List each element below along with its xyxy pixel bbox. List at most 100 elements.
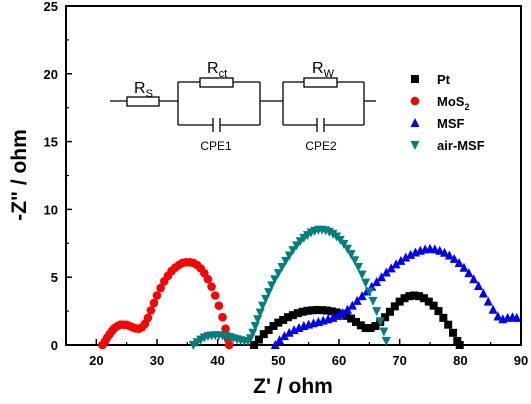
data-point (439, 313, 448, 322)
data-point (385, 307, 394, 316)
equivalent-circuit-inset (110, 77, 376, 132)
data-point (454, 257, 464, 267)
data-point (259, 330, 268, 339)
data-point (376, 272, 386, 282)
data-point (364, 287, 374, 297)
data-point (270, 275, 280, 285)
data-point (149, 298, 159, 308)
data-point (250, 341, 259, 349)
data-point (453, 336, 462, 345)
data-point (250, 322, 260, 332)
data-point (361, 278, 371, 288)
data-point (356, 321, 365, 330)
data-point (464, 268, 474, 278)
legend-label: air-MSF (437, 138, 485, 153)
y-tick-label: 15 (44, 135, 58, 150)
rs-resistor (126, 96, 160, 107)
data-point (347, 314, 356, 323)
data-point (327, 307, 336, 316)
data-point (298, 307, 307, 316)
legend-entry: MoS2 (410, 94, 469, 112)
data-point (270, 340, 280, 349)
data-point (419, 294, 428, 303)
data-point (224, 340, 234, 350)
rs-label: RS (134, 80, 153, 100)
data-series (98, 225, 522, 350)
legend: Pt MoS2 MSF air-MSF (410, 72, 485, 153)
data-point (415, 292, 424, 301)
x-axis-title: Z' / ohm (253, 375, 333, 398)
data-point (277, 263, 287, 273)
data-point (395, 297, 404, 306)
data-point (253, 315, 263, 325)
data-point (391, 259, 401, 269)
data-point (218, 312, 227, 322)
data-point (353, 263, 363, 273)
data-point (146, 306, 156, 315)
data-point (303, 306, 312, 315)
data-point (455, 341, 464, 349)
data-point (333, 310, 343, 320)
data-point (274, 318, 283, 327)
data-point (248, 328, 258, 338)
y-tick-label: 10 (44, 202, 58, 217)
data-point (292, 241, 302, 251)
rw-label: RW (312, 60, 335, 80)
legend-marker (411, 75, 419, 83)
data-point (512, 312, 522, 322)
y-tick-label: 5 (51, 270, 58, 285)
legend-entry: air-MSF (410, 138, 485, 153)
x-tick-label: 20 (89, 353, 103, 368)
data-point (381, 267, 391, 277)
data-point (279, 331, 289, 341)
data-point (255, 308, 265, 318)
rct-label: Rct (207, 60, 227, 80)
data-point (288, 246, 298, 256)
cpe1-label: CPE1 (200, 139, 232, 153)
data-point (214, 301, 224, 310)
data-point (288, 311, 297, 320)
legend-entry: Pt (411, 72, 451, 87)
data-point (410, 291, 419, 300)
legend-entry: MSF (410, 116, 465, 131)
data-point (293, 309, 302, 318)
data-point (483, 296, 493, 306)
data-point (322, 306, 331, 315)
data-point (275, 335, 285, 345)
data-point (379, 327, 389, 337)
data-point (396, 255, 406, 265)
legend-marker (410, 96, 420, 106)
data-point (284, 313, 293, 322)
data-point (267, 281, 277, 291)
data-point (493, 311, 503, 321)
data-point (372, 307, 382, 317)
data-point (261, 294, 271, 304)
legend-label: Pt (437, 72, 451, 87)
data-point (469, 274, 479, 284)
series-mos (98, 257, 234, 350)
data-point (346, 250, 356, 260)
data-point (143, 313, 153, 323)
data-point (449, 328, 458, 337)
y-tick-label: 20 (44, 67, 58, 82)
data-point (434, 307, 443, 316)
data-point (332, 308, 341, 317)
data-point (258, 301, 268, 311)
axis-ticks (65, 5, 522, 346)
data-point (210, 291, 220, 300)
data-point (318, 306, 327, 315)
legend-marker (410, 118, 420, 127)
data-point (390, 302, 399, 311)
data-point (459, 262, 469, 272)
data-point (203, 274, 213, 284)
data-point (366, 324, 375, 333)
data-point (254, 335, 263, 344)
data-point (279, 315, 288, 324)
data-point (478, 288, 488, 298)
data-point (281, 256, 291, 266)
x-tick-label: 50 (271, 353, 285, 368)
y-tick-label: 0 (51, 338, 58, 353)
data-point (444, 250, 454, 260)
y-axis-title: -Z" / ohm (8, 129, 31, 221)
